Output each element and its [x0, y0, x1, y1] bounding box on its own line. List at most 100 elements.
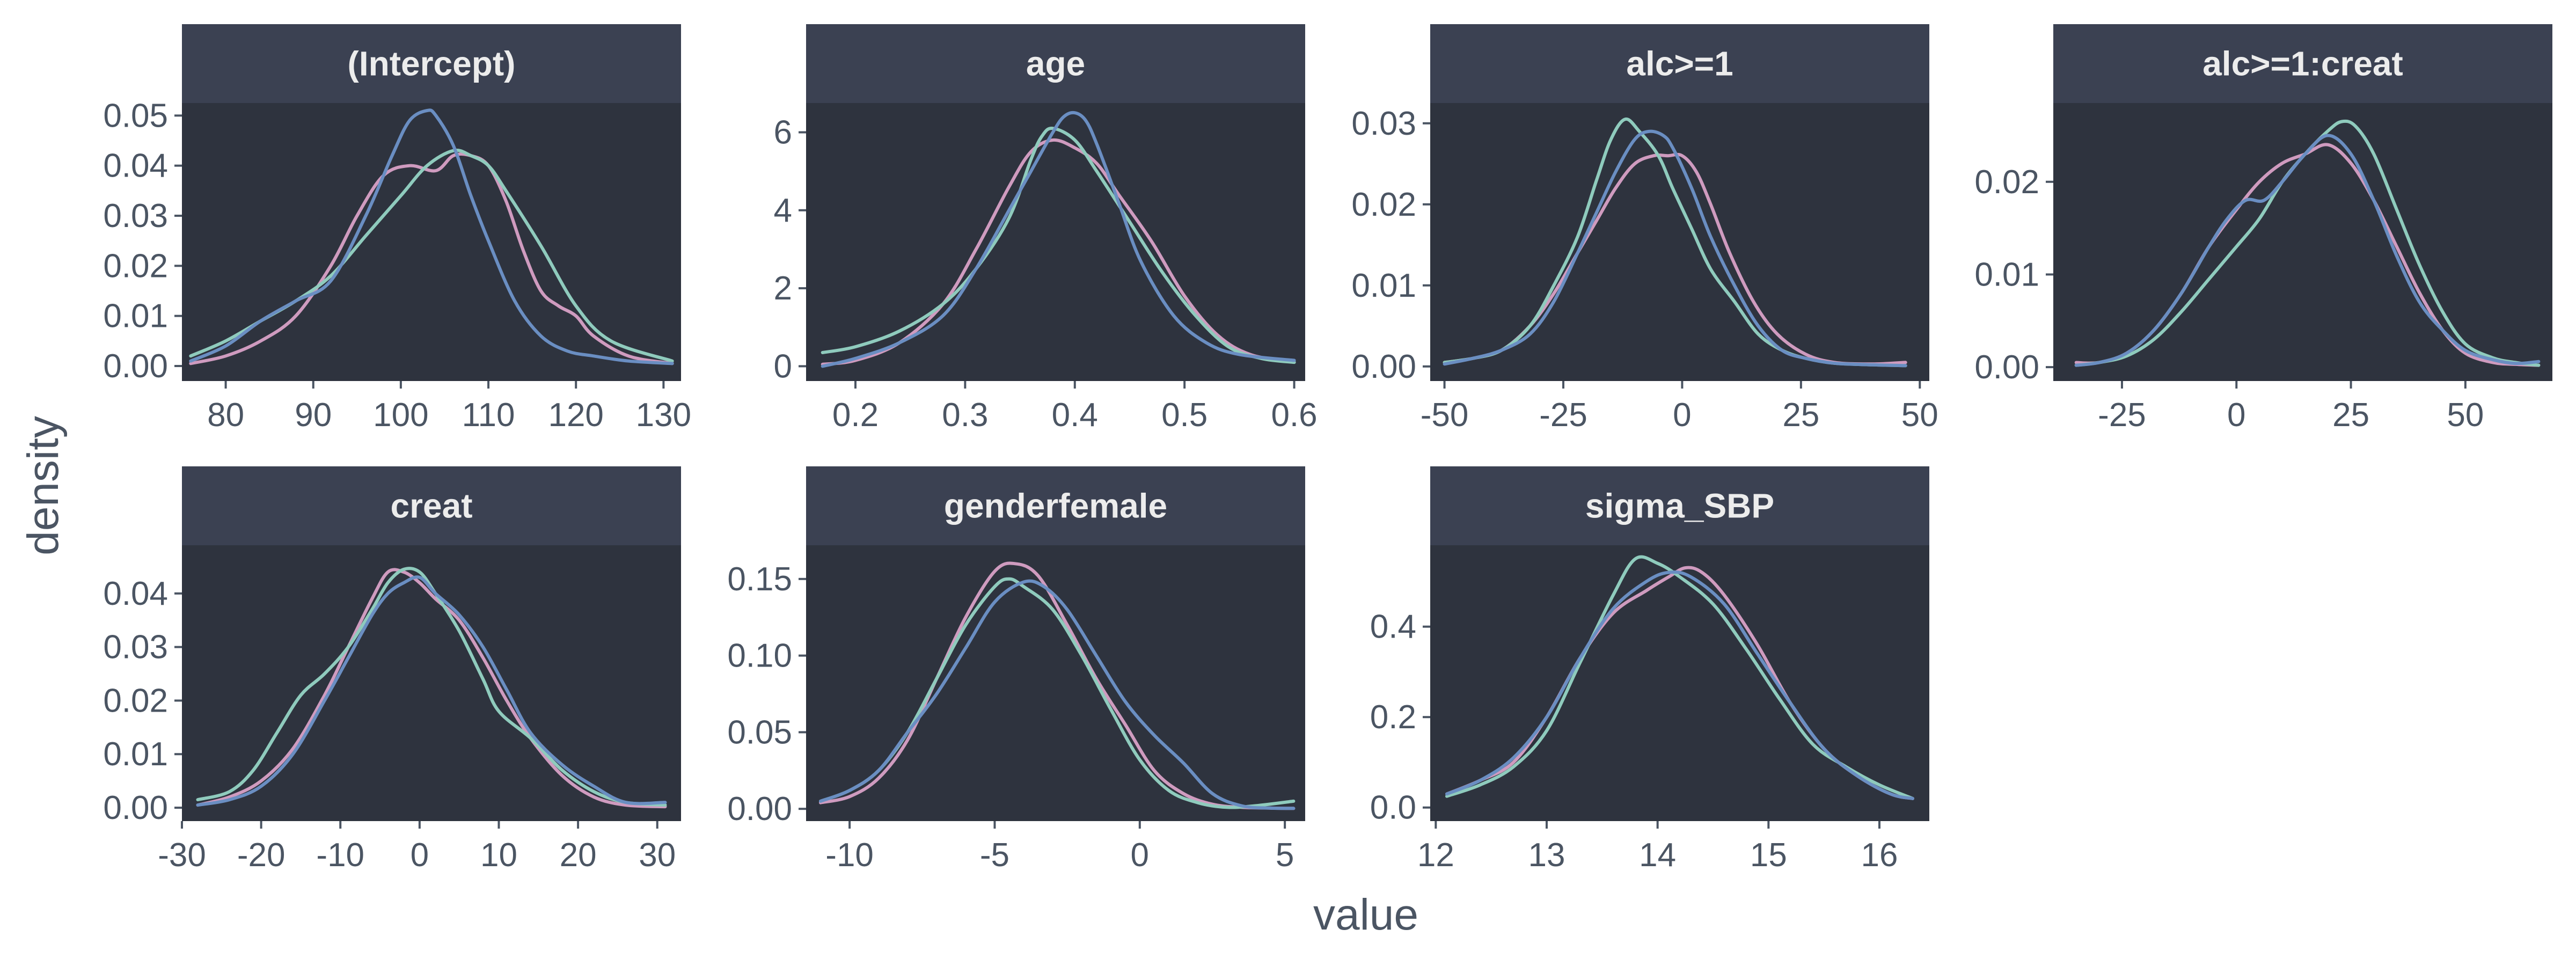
x-tick-label: -5 — [980, 837, 1009, 874]
facet-panel: alc>=1 0.00 0.01 0.02 0.03 -50 -25 0 25 50 — [1351, 24, 1938, 434]
y-tick-label: 0.00 — [1351, 348, 1416, 385]
facet-strip-label: alc>=1:creat — [2202, 45, 2403, 83]
facet-strip-label: creat — [391, 487, 473, 525]
x-tick-label: 130 — [636, 397, 691, 434]
x-tick-label: -10 — [316, 837, 364, 874]
facet-strip — [806, 24, 1305, 103]
x-tick-label: 20 — [560, 837, 597, 874]
plot-panel — [806, 545, 1305, 821]
plot-panel — [1430, 103, 1929, 381]
y-tick-label: 0.4 — [1370, 609, 1416, 646]
x-tick-label: 90 — [295, 397, 332, 434]
x-tick-label: 12 — [1417, 837, 1454, 874]
facet-panel: sigma_SBP 0.0 0.2 0.4 12 13 14 15 16 — [1370, 466, 1929, 874]
x-tick-label: -25 — [1539, 397, 1587, 434]
x-tick-label: 25 — [2332, 397, 2369, 434]
x-tick-label: 0.6 — [1271, 397, 1317, 434]
x-tick-label: 0.4 — [1052, 397, 1098, 434]
x-tick-label: 0 — [1673, 397, 1691, 434]
facet-strip — [806, 466, 1305, 545]
x-tick-label: -50 — [1421, 397, 1469, 434]
facet-panel: age 0 2 4 6 0.2 0.3 0.4 0.5 0.6 — [774, 24, 1318, 434]
y-tick-label: 0.03 — [1351, 105, 1416, 142]
y-tick-label: 0.02 — [1974, 164, 2039, 201]
facet-panel: alc>=1:creat 0.00 0.01 0.02 -25 0 25 50 — [1974, 24, 2552, 434]
x-tick-label: 0 — [411, 837, 429, 874]
density-line-chain-2 — [2074, 119, 2541, 367]
plot-panel — [182, 103, 681, 381]
x-tick-label: 5 — [1276, 837, 1294, 874]
facet-strip-label: (Intercept) — [348, 45, 516, 83]
x-tick-label: 110 — [462, 397, 515, 434]
x-axis-title: value — [1313, 890, 1418, 939]
y-tick-label: 6 — [774, 114, 792, 151]
plot-panel — [2053, 103, 2552, 381]
density-line-chain-3 — [1443, 129, 1907, 368]
y-tick-label: 0.02 — [103, 682, 168, 719]
x-tick-label: 50 — [2447, 397, 2484, 434]
x-tick-label: 0.2 — [832, 397, 879, 434]
y-tick-label: 0.05 — [103, 97, 168, 134]
x-tick-label: 10 — [480, 837, 517, 874]
density-line-chain-3 — [821, 111, 1296, 368]
density-line-chain-2 — [821, 127, 1296, 364]
y-tick-label: 0.02 — [103, 247, 168, 284]
facet-panel: creat 0.00 0.01 0.02 0.03 0.04 -30 -20 -10 0 10 20 3… — [103, 466, 681, 874]
y-tick-label: 0.01 — [103, 298, 168, 335]
facet-strip — [182, 24, 681, 103]
y-tick-label: 0.0 — [1370, 789, 1416, 826]
density-line-chain-1 — [821, 138, 1296, 366]
y-tick-label: 0.03 — [103, 197, 168, 235]
y-tick-label: 0.03 — [103, 629, 168, 666]
x-tick-label: 0.3 — [942, 397, 988, 434]
y-tick-label: 0.01 — [1351, 267, 1416, 304]
facet-strip — [182, 466, 681, 545]
x-tick-label: 50 — [1901, 397, 1938, 434]
density-line-chain-1 — [196, 568, 667, 809]
density-line-chain-3 — [2074, 134, 2541, 367]
x-tick-label: -10 — [825, 837, 874, 874]
x-tick-label: 30 — [639, 837, 676, 874]
y-tick-label: 0.00 — [1974, 349, 2039, 386]
x-tick-label: 16 — [1861, 837, 1898, 874]
y-tick-label: 0.00 — [727, 791, 792, 828]
x-tick-label: 0 — [2227, 397, 2245, 434]
facet-strip-label: sigma_SBP — [1585, 487, 1774, 525]
y-tick-label: 0.2 — [1370, 699, 1416, 736]
x-tick-label: -20 — [237, 837, 286, 874]
y-tick-label: 2 — [774, 270, 792, 307]
y-tick-label: 0.00 — [103, 348, 168, 385]
facet-strip-label: alc>=1 — [1626, 45, 1733, 83]
density-line-chain-2 — [196, 567, 667, 807]
facet-panel: (Intercept) 0.00 0.01 0.02 0.03 0.04 0.05 80 90 1… — [103, 24, 691, 434]
x-tick-label: 13 — [1528, 837, 1565, 874]
x-tick-label: 100 — [373, 397, 428, 434]
x-tick-label: 120 — [548, 397, 603, 434]
density-line-chain-3 — [1445, 570, 1914, 800]
facet-strip-label: genderfemale — [944, 487, 1167, 525]
density-line-chain-3 — [196, 575, 667, 807]
y-tick-label: 0.02 — [1351, 186, 1416, 223]
y-tick-label: 0.01 — [1974, 256, 2039, 293]
density-line-chain-3 — [819, 579, 1296, 810]
x-tick-label: -25 — [2098, 397, 2146, 434]
y-tick-label: 0.15 — [727, 561, 792, 598]
density-line-chain-3 — [189, 108, 674, 365]
y-tick-label: 0.00 — [103, 789, 168, 826]
y-tick-label: 0.01 — [103, 736, 168, 773]
facet-panel: genderfemale 0.00 0.05 0.10 0.15 -10 -5 0 5 — [727, 466, 1305, 874]
plot-panel — [1430, 545, 1929, 821]
y-tick-label: 0.05 — [727, 714, 792, 751]
x-tick-label: 25 — [1782, 397, 1819, 434]
facet-strip — [1430, 24, 1929, 103]
facet-strip-label: age — [1026, 45, 1085, 83]
facet-strip — [2053, 24, 2552, 103]
y-tick-label: 4 — [774, 192, 792, 229]
x-tick-label: 14 — [1639, 837, 1676, 874]
y-axis-title: density — [19, 416, 68, 555]
x-tick-label: 0 — [1131, 837, 1149, 874]
y-tick-label: 0 — [774, 348, 792, 385]
y-tick-label: 0.04 — [103, 148, 168, 185]
y-tick-label: 0.10 — [727, 638, 792, 675]
